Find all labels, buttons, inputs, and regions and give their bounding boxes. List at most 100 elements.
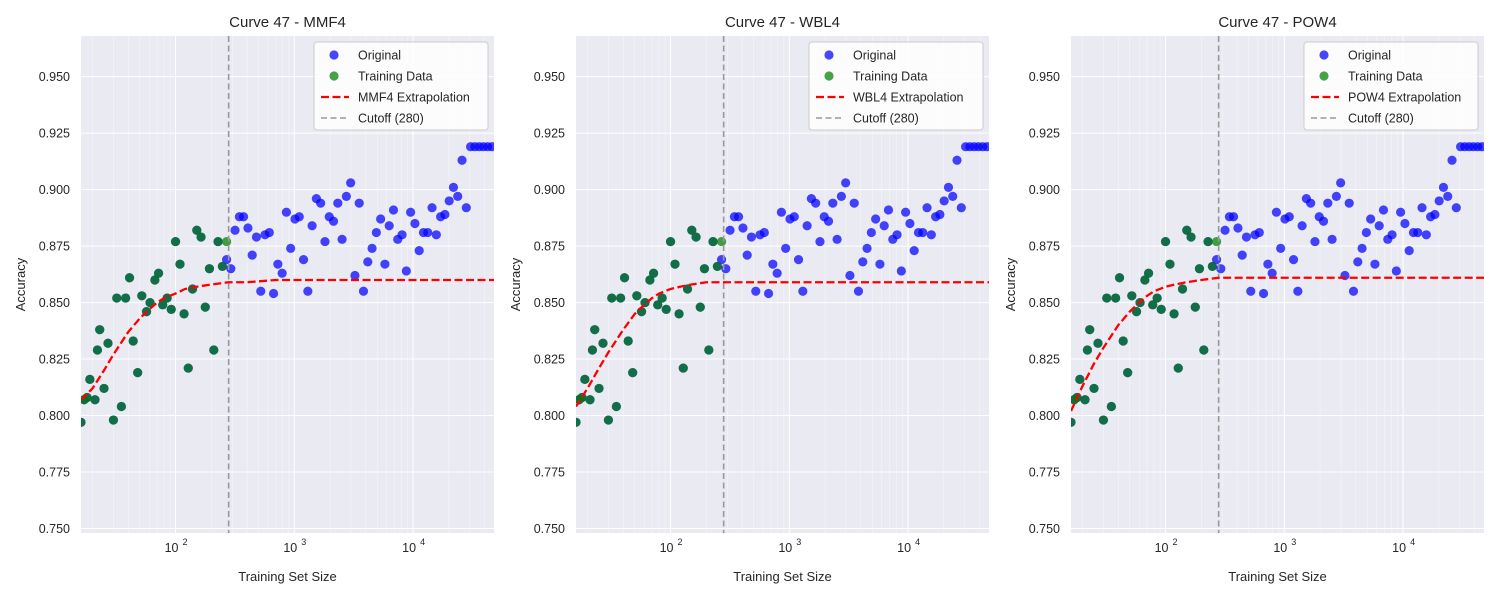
original-point [367, 243, 377, 253]
original-point [1413, 227, 1423, 238]
training-point [213, 236, 223, 247]
y-tick-label: 0.775 [1029, 466, 1060, 480]
training-point [90, 395, 100, 405]
original-point [256, 286, 266, 296]
training-point [1098, 415, 1109, 425]
y-tick-label: 0.850 [1029, 296, 1060, 310]
training-point [133, 368, 143, 378]
original-point [1353, 257, 1363, 267]
legend: Original Training Data MMF4 Extrapolation C… [313, 41, 489, 131]
training-point [1080, 395, 1090, 405]
original-point [1366, 214, 1376, 224]
training-point [170, 236, 181, 247]
training-series [81, 225, 232, 427]
y-tick-label: 0.900 [1029, 183, 1060, 197]
original-point [414, 246, 424, 256]
original-point [307, 221, 317, 231]
training-point [699, 264, 710, 274]
training-point [95, 325, 105, 335]
y-tick-label: 0.800 [1029, 409, 1060, 423]
original-point [1477, 142, 1484, 152]
training-point [1186, 232, 1196, 242]
original-point [1447, 155, 1457, 165]
training-point [1160, 236, 1171, 247]
original-point [1327, 234, 1337, 244]
original-point [935, 209, 945, 220]
training-point [576, 417, 581, 427]
chart-title: Curve 47 - MMF4 [229, 14, 346, 31]
original-point [1378, 205, 1389, 215]
extrapolation-curve [81, 278, 494, 401]
original-point [247, 250, 257, 260]
original-point [926, 230, 936, 240]
training-point [124, 273, 135, 283]
training-point [92, 345, 103, 355]
legend-entry: WBL4 Extrapolation [853, 91, 964, 105]
training-point [585, 395, 595, 405]
original-point [811, 198, 821, 208]
chart-panel-2: 0.750 0.775 0.800 0.825 0.850 0.875 0.900 0.925… [508, 14, 989, 584]
training-point [200, 302, 210, 312]
training-point [1123, 368, 1133, 378]
y-tick-label: 0.800 [39, 409, 70, 423]
training-point [598, 338, 608, 348]
original-point [768, 259, 778, 269]
legend-entry: MMF4 Extrapolation [358, 91, 470, 105]
legend-original-marker [1319, 50, 1329, 60]
original-point [746, 232, 757, 242]
chart-title: Curve 47 - WBL4 [725, 14, 840, 31]
training-point [192, 225, 202, 235]
y-tick-label: 0.875 [39, 240, 70, 254]
training-point [670, 259, 680, 269]
original-point [273, 259, 283, 269]
training-point [1211, 236, 1222, 247]
training-point [611, 401, 621, 412]
training-point [1182, 225, 1192, 235]
original-point [1271, 207, 1282, 217]
training-point [648, 268, 659, 278]
original-point [427, 203, 437, 213]
training-point [116, 401, 126, 412]
training-point [128, 336, 138, 346]
original-point [836, 191, 846, 201]
legend-entry: Cutoff (280) [853, 112, 919, 126]
training-point [695, 302, 705, 312]
original-point [294, 212, 304, 222]
original-point [725, 225, 735, 235]
training-point [657, 293, 667, 303]
y-tick-label: 0.875 [534, 240, 565, 254]
chart-panel-1: 0.750 0.775 0.800 0.825 0.850 0.875 0.900 0.925… [13, 14, 494, 584]
x-tick-exponent: 3 [796, 537, 801, 547]
original-point [956, 203, 966, 213]
training-point [594, 383, 604, 394]
legend: Original Training Data POW4 Extrapolation C… [1303, 41, 1479, 131]
original-point [738, 223, 748, 233]
legend-box [1303, 41, 1479, 131]
training-point [1194, 264, 1205, 274]
y-tick-label: 0.850 [534, 296, 565, 310]
original-point [939, 196, 949, 206]
y-tick-label: 0.875 [1029, 240, 1060, 254]
training-point [661, 304, 671, 314]
original-point [453, 191, 463, 201]
original-point [281, 207, 292, 217]
training-point [619, 273, 630, 283]
training-point [121, 293, 131, 303]
legend-box [808, 41, 984, 131]
original-point [1400, 218, 1410, 229]
training-point [1143, 268, 1154, 278]
original-point [1370, 259, 1380, 269]
training-point [1075, 374, 1085, 384]
x-axis-label: Training Set Size [1228, 569, 1327, 584]
original-point [845, 270, 855, 281]
chart-title: Curve 47 - POW4 [1218, 14, 1336, 31]
training-point [607, 293, 617, 303]
original-point [1297, 221, 1307, 231]
original-point [423, 227, 433, 238]
original-point [823, 216, 834, 226]
original-point [1237, 250, 1247, 260]
original-point [789, 212, 799, 222]
original-point [384, 221, 394, 231]
original-point [1293, 286, 1303, 296]
training-point [678, 363, 688, 373]
